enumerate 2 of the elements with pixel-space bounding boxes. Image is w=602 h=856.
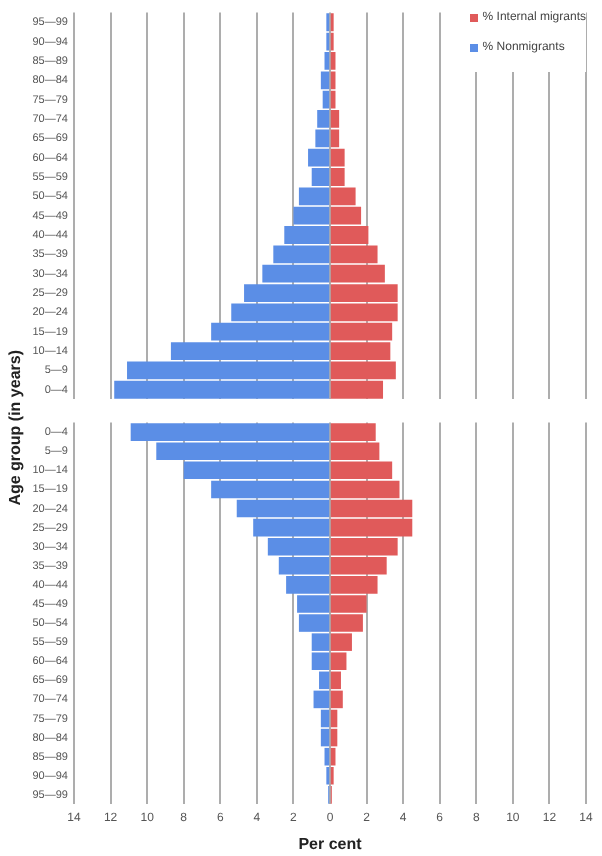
x-axis-title: Per cent [298,834,363,853]
y-axis-title: Age group (in years) [5,350,23,506]
